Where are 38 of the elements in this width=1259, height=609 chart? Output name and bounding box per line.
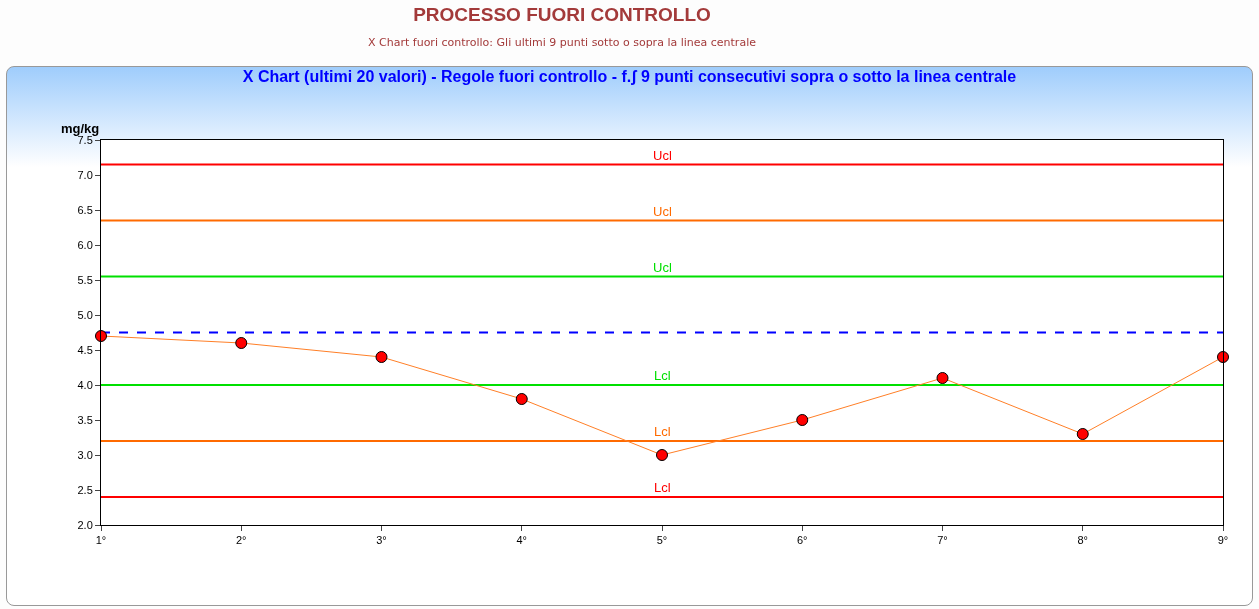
x-tick-label: 8° [1077, 534, 1089, 547]
point [515, 393, 528, 405]
ref-line-label: Lcl [654, 368, 671, 383]
point [235, 337, 248, 349]
y-tick-label: 6.5 [77, 203, 93, 216]
point [1217, 351, 1229, 363]
x-tick-label: 9° [1217, 534, 1229, 547]
y-tick-label: 2.5 [77, 483, 93, 496]
point [95, 330, 107, 342]
point [936, 372, 949, 384]
y-tick-label: 2.0 [77, 518, 93, 531]
y-tick-label: 3.5 [77, 413, 93, 426]
x-tick-label: 4° [516, 534, 528, 547]
y-tick-label: 6.0 [77, 238, 93, 251]
chart-subtitle: X Chart fuori controllo: Gli ultimi 9 punti sotto o sopra la linea centrale [367, 36, 757, 49]
x-tick-label: 5° [656, 534, 668, 547]
x-tick-label: 1° [95, 534, 107, 547]
point [1076, 428, 1089, 440]
ref-line-label: Ucl [653, 148, 672, 163]
ref-line-label: Lcl [654, 424, 671, 439]
ref-line-label: Ucl [653, 260, 672, 275]
y-tick-label: 4.0 [77, 378, 93, 391]
point [375, 351, 388, 363]
text: X Chart (ultimi 20 valori) - Regole fuori controllo - f.ʃ 9 punti consecutivi sopra o sotto la linea centrale [241, 68, 1018, 86]
y-tick-label: 5.0 [77, 308, 93, 321]
point [656, 449, 668, 461]
x-tick-label: 7° [937, 534, 948, 547]
x-tick-label: 2° [235, 534, 247, 547]
point [796, 414, 809, 426]
ref-line-label: Ucl [653, 204, 672, 219]
y-tick-label: 5.5 [77, 273, 93, 286]
y-tick-label: 3.0 [77, 448, 93, 461]
chart-title: PROCESSO FUORI CONTROLLO [412, 4, 712, 26]
x-tick-label: 6° [796, 534, 808, 547]
x-tick-label: 3° [376, 534, 387, 547]
y-tick-label: 7.0 [77, 168, 93, 181]
y-tick-label: 4.5 [77, 343, 93, 356]
ref-line-label: Lcl [654, 480, 671, 495]
